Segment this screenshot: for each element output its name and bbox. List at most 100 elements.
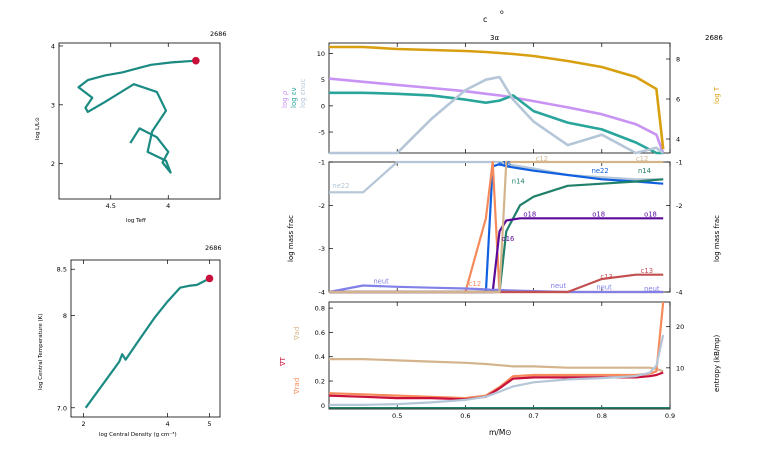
central-panel: 2686 2 4 5 7.0 8 8.5 log Central Density (g c… — [38, 244, 222, 438]
hr-ytick-label: 2 — [51, 160, 55, 168]
central-model-number: 2686 — [205, 244, 222, 252]
hr-current-marker — [192, 56, 200, 65]
central-ticks: 2 4 5 7.0 8 8.5 — [57, 260, 212, 428]
central-xtick-label: 4 — [165, 420, 169, 428]
profile-mid-series — [328, 160, 664, 294]
hr-xtick-label: 4.5 — [106, 202, 116, 210]
mid-annotation-c13: c13 — [600, 273, 612, 281]
central-series — [84, 274, 214, 409]
top-series-line-0 — [328, 77, 665, 154]
mid-left-ytick-label: -2 — [319, 202, 325, 210]
profile-top-ticks: -5 0 5 10 4 6 8 — [317, 43, 680, 153]
hr-ylabel: log L/L⊙ — [35, 117, 41, 140]
central-ylabel: log Central Temperature (K) — [38, 314, 44, 390]
top-label-logT: log T — [713, 86, 721, 104]
mid-annotation-n14: n14 — [638, 167, 651, 175]
central-xtick-label: 5 — [207, 420, 211, 428]
hr-ticks: 4.5 4 2 3 4 — [51, 42, 170, 210]
mid-annotation-ne22: ne22 — [332, 182, 349, 190]
profile-mid-panel: -4 -3 -2 -1 -4 -2 -1 ne22 o16 c12 n14 o18 o16 neut c1… — [287, 155, 721, 297]
bot-xlabel: m/M⊙ — [489, 428, 512, 437]
top-left-ytick-label: 10 — [317, 50, 325, 58]
hr-series — [77, 56, 200, 174]
mid-right-ytick-label: -2 — [676, 202, 682, 210]
central-track-line — [84, 277, 210, 409]
bot-xtick-label: 0.6 — [460, 412, 470, 420]
header-top-symbol: c — [483, 15, 487, 24]
header-subtitle: 3α — [490, 34, 499, 42]
mid-annotation-neut: neut — [596, 283, 612, 291]
profile-top-series — [328, 45, 665, 155]
central-ytick-label: 8.5 — [57, 266, 67, 274]
bot-series-line-0 — [329, 358, 664, 373]
top-series-line-2 — [329, 75, 664, 155]
mid-annotation-c12: c12 — [469, 280, 481, 288]
mid-right-ytick-label: -1 — [676, 159, 682, 167]
top-series-line-1 — [329, 91, 664, 155]
mid-series-line-2 — [329, 160, 664, 294]
hr-frame — [58, 42, 221, 200]
mid-annotation-n14: n14 — [512, 178, 525, 186]
bot-right-ytick-label: 20 — [676, 323, 684, 331]
bot-xtick-label: 0.8 — [597, 412, 607, 420]
header-model-number: 2686 — [705, 34, 723, 42]
bot-left-ytick-label: 0 — [321, 402, 325, 410]
mid-left-ytick-label: -3 — [319, 245, 325, 253]
bot-left-ytick-label: 0.2 — [315, 378, 325, 386]
bot-xtick-label: 0.5 — [392, 412, 402, 420]
profile-bottom-ticks: 0.5 0.6 0.7 0.8 0.9 0 0.2 0.4 0.6 0.8 10 20 — [315, 302, 684, 420]
top-left-ytick-label: -5 — [319, 129, 325, 137]
header-top-sup: o — [500, 9, 504, 16]
mid-annotation-c13: c13 — [641, 267, 653, 275]
profile-bottom-series — [328, 301, 670, 409]
central-frame — [70, 259, 221, 418]
central-ytick-label: 7.0 — [57, 404, 67, 412]
top-right-ytick-label: 4 — [676, 136, 680, 144]
mid-annotation-ne22: ne22 — [592, 167, 609, 175]
top-right-ytick-label: 6 — [676, 96, 680, 104]
bot-series-line-1 — [328, 301, 665, 400]
hr-model-number: 2686 — [210, 30, 227, 38]
mid-ylabel-right: log mass frac — [713, 215, 721, 262]
profile-top-frame — [328, 42, 671, 154]
bot-xtick-label: 0.7 — [528, 412, 538, 420]
hr-xtick-label: 4 — [166, 202, 170, 210]
hr-ytick-label: 3 — [51, 101, 55, 109]
bot-label-grad-T: ∇T — [279, 356, 287, 367]
bot-label-entropy: entropy (kB/mp) — [713, 334, 721, 392]
hr-xlabel: log Teff — [126, 218, 146, 224]
bot-left-ytick-label: 0.8 — [315, 305, 325, 313]
mid-annotation-o18: o18 — [523, 210, 536, 218]
hr-panel: 2686 4.5 4 2 3 4 log Teff log L/L⊙ — [35, 30, 227, 224]
mid-annotation-o18: o18 — [592, 210, 605, 218]
mid-series-line-7 — [329, 160, 664, 294]
hr-ytick-label: 4 — [51, 42, 55, 50]
central-ytick-label: 8 — [63, 312, 67, 320]
top-label-enuc: log εnuc — [299, 78, 307, 108]
mid-annotation-o18: o18 — [644, 210, 657, 218]
profile-mid-ticks: -4 -3 -2 -1 -4 -2 -1 — [319, 159, 683, 297]
mid-left-ytick-label: -1 — [319, 159, 325, 167]
top-left-ytick-label: 0 — [321, 102, 325, 110]
bot-left-ytick-label: 0.4 — [315, 353, 325, 361]
top-series-line-3 — [329, 45, 665, 150]
bot-xtick-label: 0.9 — [665, 412, 675, 420]
bot-series-line-2 — [328, 371, 664, 401]
mid-annotation-o16: o16 — [498, 160, 511, 168]
hr-track-line — [77, 59, 196, 174]
bot-series-line-3 — [329, 334, 665, 406]
mid-series-line-0 — [329, 160, 664, 194]
mid-annotation-neut: neut — [373, 278, 389, 286]
top-label-enu: log εν — [290, 87, 298, 108]
central-current-marker — [205, 274, 214, 283]
mid-left-ytick-label: -4 — [319, 289, 325, 297]
mid-right-ytick-label: -4 — [676, 289, 682, 297]
bot-label-grad-ad: ∇ad — [293, 327, 301, 341]
mid-ylabel-left: log mass frac — [287, 215, 295, 262]
top-label-rho: log ρ — [281, 90, 289, 108]
top-right-ytick-label: 8 — [676, 56, 680, 64]
bot-label-grad-rad: ∇rad — [293, 378, 301, 395]
mid-annotation-neut: neut — [644, 285, 660, 293]
